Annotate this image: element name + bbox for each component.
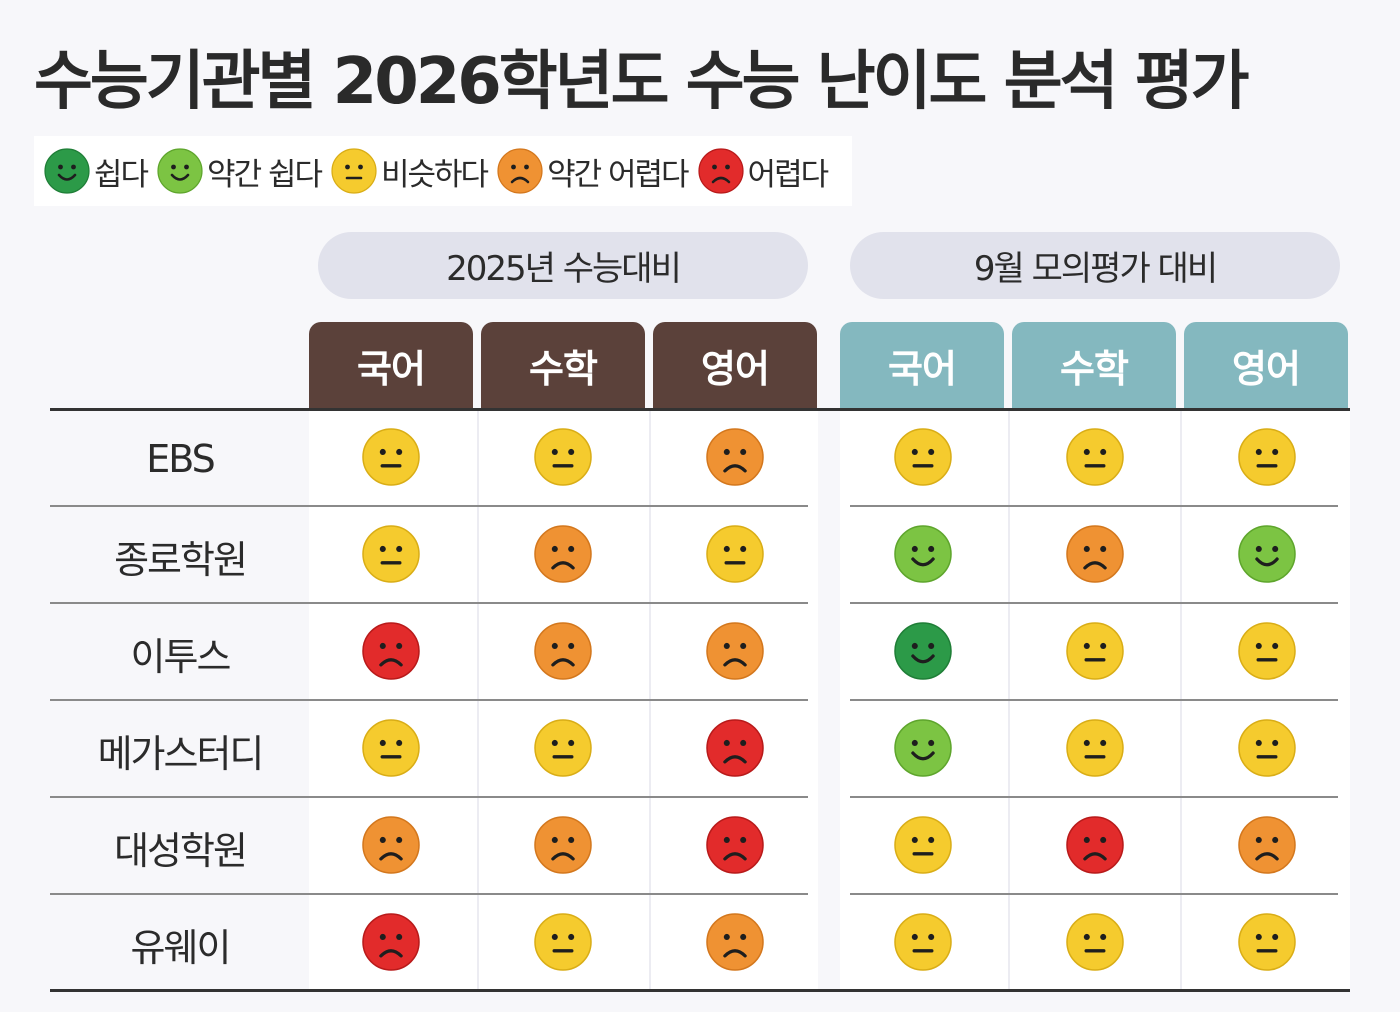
frown-face-icon: [706, 719, 764, 777]
neutral-face-icon: [1066, 913, 1124, 971]
row-divider: [850, 602, 1338, 604]
column-divider: [1008, 410, 1010, 992]
neutral-face-icon: [331, 148, 377, 194]
neutral-face-icon: [1238, 913, 1296, 971]
frown-face-icon: [1066, 525, 1124, 583]
frown-face-icon: [362, 622, 420, 680]
frown-face-icon: [706, 816, 764, 874]
legend-item-easy: 쉽다: [44, 148, 149, 194]
frown-face-icon: [1238, 816, 1296, 874]
page-title: 수능기관별 2026학년도 수능 난이도 분석 평가: [34, 45, 1249, 119]
column-divider: [649, 410, 651, 992]
smile-face-icon: [44, 148, 90, 194]
frown-face-icon: [362, 913, 420, 971]
neutral-face-icon: [362, 428, 420, 486]
neutral-face-icon: [362, 525, 420, 583]
row-label-daesung: 대성학원: [114, 828, 248, 873]
row-label-ebs: EBS: [146, 437, 216, 481]
column-header-korean: 국어: [309, 322, 473, 409]
group-header-2025-suneung: 2025년 수능대비: [318, 232, 808, 299]
neutral-face-icon: [706, 525, 764, 583]
row-divider: [850, 699, 1338, 701]
frown-face-icon: [706, 428, 764, 486]
legend-item-slightly-easy: 약간 쉽다: [157, 148, 323, 194]
neutral-face-icon: [1066, 428, 1124, 486]
frown-face-icon: [362, 816, 420, 874]
column-header-english: 영어: [653, 322, 817, 409]
row-divider: [850, 505, 1338, 507]
column-header-english: 영어: [1184, 322, 1348, 409]
frown-face-icon: [534, 816, 592, 874]
legend-item-slightly-hard: 약간 어렵다: [497, 148, 690, 194]
row-label-megastudy: 메가스터디: [97, 731, 265, 776]
table-top-rule: [50, 408, 1350, 411]
legend-label: 비슷하다: [380, 156, 489, 193]
smile-face-icon: [894, 525, 952, 583]
column-header-korean: 국어: [840, 322, 1004, 409]
neutral-face-icon: [1066, 622, 1124, 680]
smile-face-icon: [894, 622, 952, 680]
neutral-face-icon: [534, 913, 592, 971]
neutral-face-icon: [1066, 719, 1124, 777]
legend-item-similar: 비슷하다: [331, 148, 489, 194]
neutral-face-icon: [1238, 428, 1296, 486]
row-divider: [50, 796, 808, 798]
frown-face-icon: [706, 622, 764, 680]
legend-label: 쉽다: [94, 156, 149, 193]
column-header-math: 수학: [481, 322, 645, 409]
neutral-face-icon: [1238, 719, 1296, 777]
row-divider: [50, 893, 808, 895]
smile-face-icon: [1238, 525, 1296, 583]
legend-item-hard: 어렵다: [697, 148, 830, 194]
frown-face-icon: [497, 148, 543, 194]
row-label-etoos: 이투스: [130, 634, 232, 679]
row-divider: [50, 602, 808, 604]
row-label-uway: 유웨이: [130, 925, 232, 970]
table-panel-2025: [309, 410, 818, 992]
frown-face-icon: [534, 525, 592, 583]
neutral-face-icon: [534, 719, 592, 777]
smile-face-icon: [894, 719, 952, 777]
row-divider: [50, 505, 808, 507]
frown-face-icon: [534, 622, 592, 680]
row-divider: [50, 699, 808, 701]
legend-label: 약간 쉽다: [207, 156, 323, 193]
neutral-face-icon: [534, 428, 592, 486]
table-bottom-rule: [50, 989, 1350, 992]
legend-label: 약간 어렵다: [547, 156, 689, 193]
neutral-face-icon: [362, 719, 420, 777]
table-panel-september: [840, 410, 1350, 992]
neutral-face-icon: [894, 816, 952, 874]
legend-label: 어렵다: [747, 156, 830, 193]
group-header-september-mock: 9월 모의평가 대비: [850, 232, 1340, 299]
neutral-face-icon: [894, 913, 952, 971]
column-divider: [1180, 410, 1182, 992]
legend: 쉽다 약간 쉽다 비슷하다 약간 어렵다 어렵다: [34, 136, 852, 206]
row-divider: [850, 796, 1338, 798]
row-label-jongro: 종로학원: [114, 537, 248, 582]
frown-face-icon: [706, 913, 764, 971]
frown-face-icon: [1066, 816, 1124, 874]
neutral-face-icon: [1238, 622, 1296, 680]
frown-face-icon: [697, 148, 744, 194]
column-divider: [477, 410, 479, 992]
neutral-face-icon: [894, 428, 952, 486]
row-divider: [850, 893, 1338, 895]
column-header-math: 수학: [1012, 322, 1176, 409]
smile-face-icon: [157, 148, 203, 194]
